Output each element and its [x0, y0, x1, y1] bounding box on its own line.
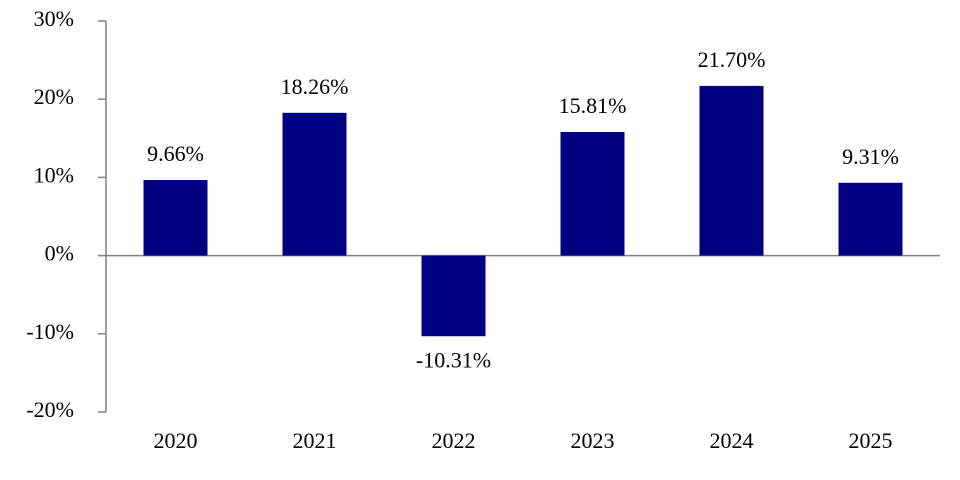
- data-label: 21.70%: [698, 47, 766, 72]
- data-label: 9.31%: [842, 144, 899, 169]
- data-label: 9.66%: [147, 141, 204, 166]
- bar: [421, 255, 486, 337]
- data-label: 15.81%: [559, 93, 627, 118]
- bar: [699, 85, 764, 256]
- bar: [282, 112, 347, 256]
- bar: [838, 182, 903, 256]
- y-axis: 30% 20% 10% 0% -10% -20%: [26, 6, 107, 422]
- x-tick-label: 2024: [710, 428, 754, 453]
- data-labels: 9.66% 18.26% -10.31% 15.81% 21.70% 9.31%: [147, 47, 899, 372]
- x-axis: 2020 2021 2022 2023 2024 2025: [106, 254, 940, 453]
- y-tick-label: 10%: [34, 162, 74, 187]
- y-tick-label: -20%: [26, 397, 74, 422]
- bar: [560, 131, 625, 256]
- data-label: 18.26%: [281, 74, 349, 99]
- x-tick-label: 2020: [154, 428, 198, 453]
- x-tick-label: 2021: [293, 428, 337, 453]
- bars: [143, 85, 903, 337]
- y-tick-label: 30%: [34, 6, 74, 31]
- y-tick-label: -10%: [26, 319, 74, 344]
- x-tick-label: 2025: [849, 428, 893, 453]
- bar: [143, 180, 208, 256]
- x-tick-label: 2023: [571, 428, 615, 453]
- y-tick-label: 0%: [45, 241, 74, 266]
- x-tick-label: 2022: [432, 428, 476, 453]
- data-label: -10.31%: [416, 347, 491, 372]
- y-tick-label: 20%: [34, 84, 74, 109]
